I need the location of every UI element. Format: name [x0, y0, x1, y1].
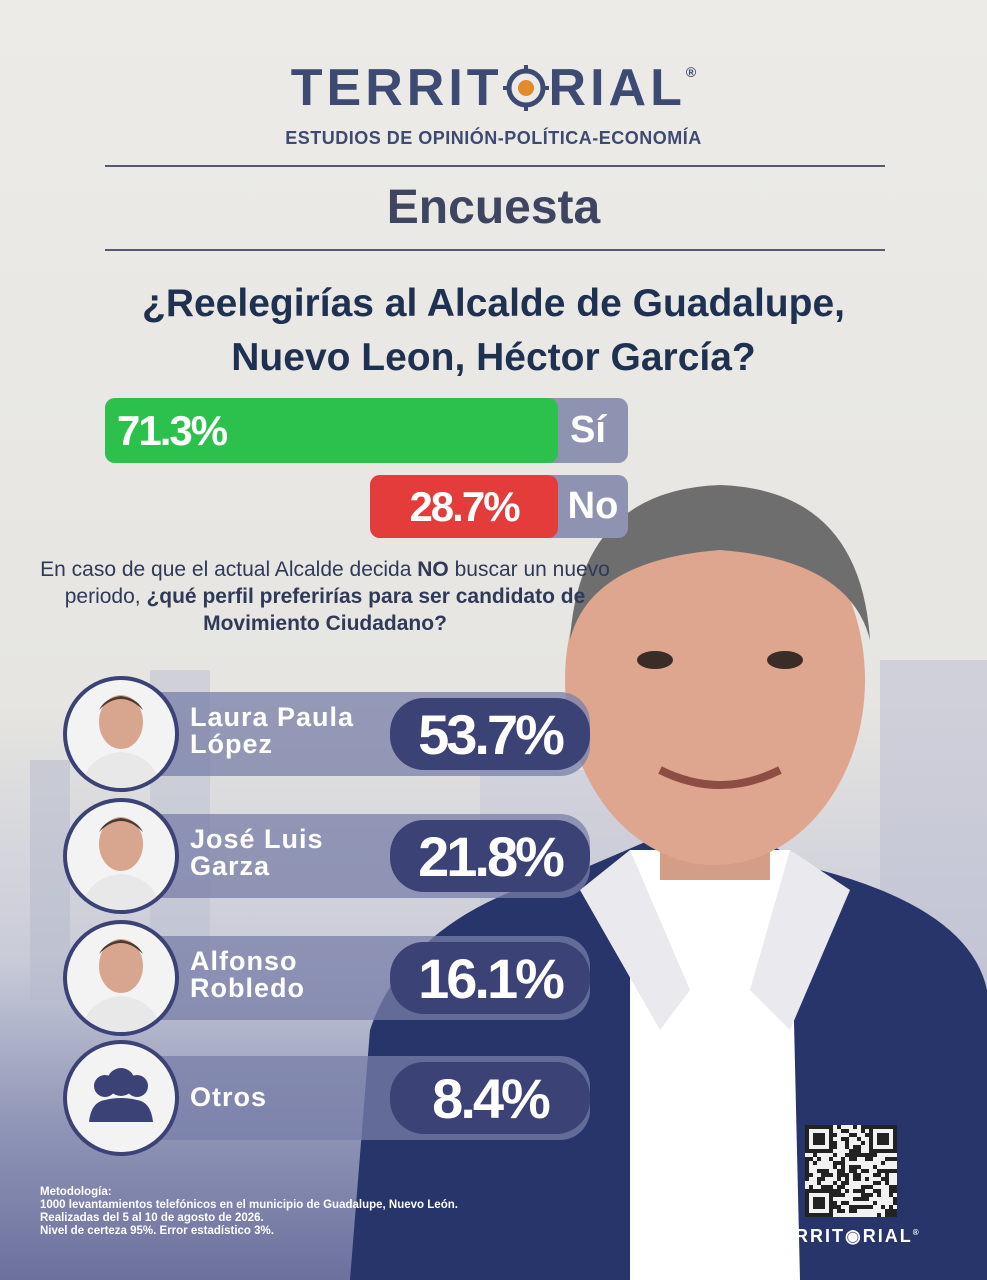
name-line: José Luis: [190, 824, 324, 854]
avatar: [63, 920, 179, 1036]
no-value: 28.7%: [409, 482, 520, 530]
registered-mark: ®: [685, 64, 697, 80]
yes-label: Sí: [570, 409, 606, 451]
avatar: [63, 798, 179, 914]
avatar-figure: [81, 817, 161, 910]
name-line: Garza: [190, 851, 271, 881]
divider: [105, 165, 885, 167]
question: ¿Reelegirías al Alcalde de Guadalupe,: [142, 282, 845, 325]
brand-text: RIAL: [548, 59, 686, 117]
name-line: Laura Paula: [190, 702, 355, 732]
avatar-figure: [89, 1068, 153, 1122]
yes-value: 71.3%: [117, 406, 228, 454]
name-line: Robledo: [190, 973, 305, 1003]
candidate-value: 53.7%: [390, 698, 590, 770]
avatar-figure: [81, 695, 161, 788]
candidate-name: Otros: [190, 1084, 390, 1111]
methodology: Metodología: 1000 levantamientos telefón…: [40, 1186, 458, 1238]
candidate-value: 21.8%: [390, 820, 590, 892]
footer-brand: TERRIT◉RIAL®: [768, 1226, 921, 1246]
name-line: Otros: [190, 1082, 268, 1112]
brand-logo: TERRIT RIAL®: [0, 58, 987, 118]
candidate-name: José Luis Garza: [190, 826, 390, 880]
name-line: López: [190, 729, 273, 759]
methodology-line: Realizadas del 5 al 10 de agosto de 2026…: [40, 1212, 264, 1224]
qr-code: [805, 1125, 897, 1217]
target-icon: [502, 65, 549, 111]
tagline: ESTUDIOS DE OPINIÓN-POLÍTICA-ECONOMÍA: [285, 128, 702, 148]
text: En caso de que el actual Alcalde decida: [40, 558, 418, 581]
brand-text: TERRIT: [768, 1226, 845, 1246]
question: Nuevo Leon, Héctor García?: [231, 336, 756, 379]
methodology-line: 1000 levantamientos telefónicos en el mu…: [40, 1199, 458, 1211]
candidate-name: Laura Paula López: [190, 704, 390, 758]
no-label: No: [567, 485, 619, 527]
registered-mark: ®: [912, 1228, 921, 1237]
avatar: [63, 676, 179, 792]
candidate-name: Alfonso Robledo: [190, 948, 390, 1002]
avatar: [63, 1040, 179, 1156]
avatar-figure: [81, 939, 161, 1032]
yes-bar: 71.3%: [105, 398, 558, 463]
methodology-title: Metodología:: [40, 1186, 112, 1198]
emphasis: NO: [417, 558, 449, 581]
brand-text: TERRIT: [290, 59, 503, 117]
followup-text: En caso de que el actual Alcalde decida …: [30, 556, 620, 637]
name-line: Alfonso: [190, 946, 298, 976]
emphasis: ¿qué perfil preferirías para ser candida…: [146, 585, 586, 635]
candidate-value: 16.1%: [390, 942, 590, 1014]
no-bar: 28.7%: [370, 475, 558, 538]
brand-text: RIAL: [862, 1226, 913, 1246]
divider: [105, 249, 885, 251]
methodology-line: Nivel de certeza 95%. Error estadístico …: [40, 1225, 274, 1237]
section-title: Encuesta: [386, 181, 601, 234]
candidate-value: 8.4%: [390, 1062, 590, 1134]
text: buscar un nuevo periodo,: [64, 558, 610, 608]
